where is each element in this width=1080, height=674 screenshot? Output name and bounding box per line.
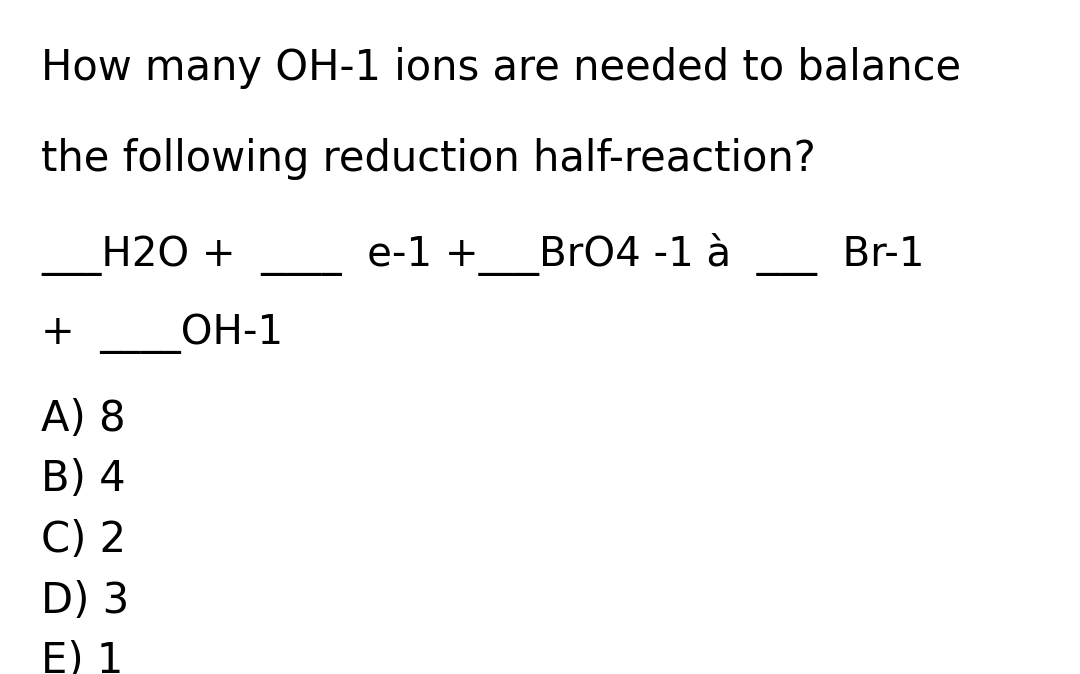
Text: ___H2O +  ____  e-1 +___BrO4 -1 à  ___  Br-1: ___H2O + ____ e-1 +___BrO4 -1 à ___ Br-1 [41, 233, 924, 276]
Text: C) 2: C) 2 [41, 519, 126, 561]
Text: B) 4: B) 4 [41, 458, 125, 500]
Text: E) 1: E) 1 [41, 640, 123, 674]
Text: D) 3: D) 3 [41, 580, 130, 621]
Text: How many OH-1 ions are needed to balance: How many OH-1 ions are needed to balance [41, 47, 961, 89]
Text: A) 8: A) 8 [41, 398, 125, 439]
Text: +  ____OH-1: + ____OH-1 [41, 313, 283, 354]
Text: the following reduction half-reaction?: the following reduction half-reaction? [41, 138, 815, 180]
